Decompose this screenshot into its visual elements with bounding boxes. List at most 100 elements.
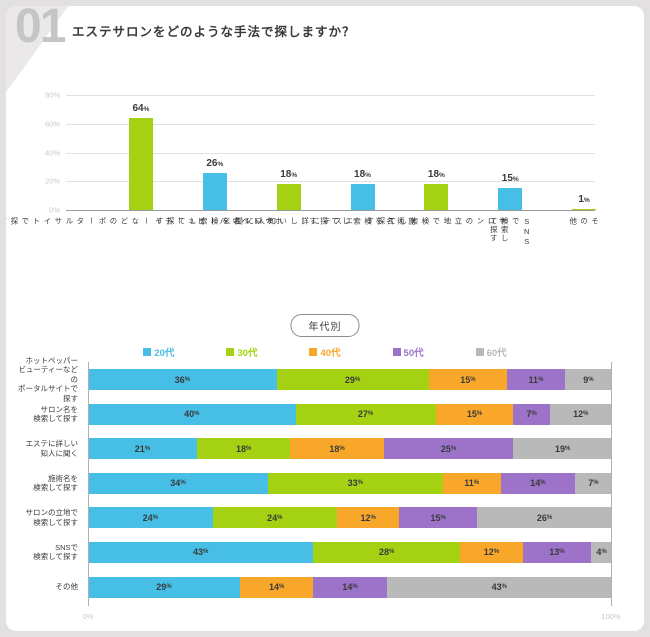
stacked-bar: 24% 24% 12% 15% 26% [88, 507, 612, 529]
x-axis-tick-label: 100% [601, 612, 621, 621]
segment-value-label: 29% [344, 374, 361, 385]
stacked-segment: 36% [88, 369, 277, 390]
x-axis-tick-label: 0% [82, 612, 94, 621]
bar-slot: 26% サロン名を 検索して探す [155, 95, 274, 226]
legend-item: 50代 [392, 345, 424, 359]
stacked-segment: 24% [212, 507, 337, 529]
row-label: サロンの立地で 検索して探す [25, 508, 79, 527]
age-group-legend: 20代 30代 40代 50代 60代 [6, 345, 644, 359]
segment-value-label: 14% [268, 582, 285, 593]
bar [498, 188, 523, 210]
segment-value-label: 43% [192, 547, 209, 558]
stacked-row: ホットペッパー ビューティーなどの ポータルサイトで探す 36% 29% 15% 11%… [12, 356, 612, 403]
legend-item: 30代 [226, 345, 257, 359]
stacked-row: SNSで 検索して探す 43% 28% 12% 13% 4% [12, 541, 612, 563]
bar-value-label: 18% [427, 169, 445, 181]
bar-slot: 64% ホットペッパー ビューティーなどの ポータルサイトで探す [6, 95, 283, 226]
bar-slot: 18% サロンの立地で 検索して探す [366, 95, 507, 225]
bar-slot: 1% その他 [547, 95, 621, 226]
bar-category-label: エステに詳しい 知人に聞く [223, 217, 354, 226]
legend-label: 60代 [486, 348, 507, 359]
stacked-segment: 29% [276, 369, 429, 390]
stacked-segment: 26% [477, 507, 612, 529]
segment-value-label: 18% [235, 443, 252, 454]
segment-value-label: 11% [528, 374, 544, 385]
stacked-segment: 27% [295, 403, 436, 425]
segment-value-label: 24% [142, 512, 158, 523]
row-label: サロン名を 検索して探す [33, 404, 78, 424]
vertical-bar-chart: 80% 60% 40% 20% 0% 64% ホットペッパー ビューティーなどの ポータルサ… [6, 89, 600, 324]
stacked-row: サロン名を 検索して探す 40% 27% 15% 7% 12% [12, 403, 612, 425]
row-label: SNSで 検索して探す [33, 542, 78, 562]
infographic-card: 01 エステサロンをどのような手法で探しますか？ 80% 60% 40% 20% 0% 6… [6, 6, 644, 631]
legend-label: 40代 [320, 348, 341, 359]
segment-value-label: 36% [174, 374, 190, 385]
bar [202, 172, 227, 210]
legend-swatch [143, 348, 152, 356]
segment-value-label: 24% [267, 512, 283, 523]
bar-value-label: 15% [501, 173, 519, 185]
segment-value-label: 11% [464, 478, 480, 489]
stacked-segment: 14% [239, 576, 314, 598]
segment-value-label: 15% [460, 374, 476, 385]
stacked-segment: 40% [88, 403, 296, 425]
y-axis-tick-label: 80% [44, 90, 60, 100]
segment-value-label: 26% [536, 512, 553, 523]
row-label: その他 [55, 582, 79, 592]
stacked-segment: 12% [337, 507, 400, 529]
axis-line-right [611, 362, 612, 606]
segment-value-label: 40% [184, 409, 200, 420]
gridline [66, 210, 595, 211]
stacked-segment: 33% [267, 472, 443, 494]
stacked-segment: 18% [196, 438, 291, 460]
gridline [66, 181, 595, 183]
stacked-segment: 24% [88, 507, 213, 529]
stacked-segment: 12% [460, 541, 523, 563]
segment-value-label: 25% [440, 443, 457, 454]
bar-value-label: 1% [578, 193, 590, 205]
legend-item: 40代 [309, 345, 341, 359]
bar-value-label: 18% [280, 169, 298, 181]
bar-slot: 15% SNSで 検索して探す [473, 95, 547, 247]
gridline [66, 152, 595, 154]
stacked-row: その他 29% 14% 14% 43% [12, 576, 612, 598]
segment-value-label: 12% [573, 409, 589, 420]
legend-swatch [392, 348, 401, 356]
stacked-row: エステに詳しい 知人に聞く 21% 18% 18% 25% 19% [12, 438, 612, 460]
stacked-segment: 34% [88, 472, 268, 494]
stacked-segment: 18% [290, 438, 384, 460]
segment-value-label: 4% [596, 547, 607, 558]
bar-slot: 18% エステに詳しい 知人に聞く [224, 95, 354, 225]
y-axis-tick-label: 20% [44, 176, 60, 186]
segment-value-label: 12% [360, 512, 376, 523]
legend-swatch [475, 348, 484, 356]
legend-item: 60代 [475, 345, 507, 359]
stacked-bar-chart: ホットペッパー ビューティーなどの ポータルサイトで探す 36% 29% 15% 11%… [12, 356, 621, 621]
stacked-segment: 11% [442, 472, 501, 494]
bar [350, 184, 375, 210]
segment-value-label: 21% [134, 443, 151, 454]
legend-label: 20代 [154, 348, 175, 359]
y-axis-tick-label: 0% [49, 205, 60, 215]
bar-value-label: 18% [354, 169, 371, 181]
bars-row: 64% ホットペッパー ビューティーなどの ポータルサイトで探す 26% サロン名を … [6, 95, 621, 247]
bar-category-label: その他 [568, 217, 600, 226]
segment-value-label: 12% [483, 547, 500, 558]
age-group-badge: 年代別 [290, 314, 360, 337]
segment-value-label: 34% [170, 478, 186, 489]
stacked-bar: 34% 33% 11% 14% 7% [88, 472, 612, 494]
segment-value-label: 18% [329, 443, 345, 454]
legend-swatch [309, 348, 318, 356]
legend-label: 30代 [237, 348, 258, 359]
page-number: 01 [15, 6, 66, 53]
stacked-segment: 29% [88, 576, 240, 598]
segment-value-label: 13% [549, 547, 565, 558]
bar-value-label: 64% [132, 103, 150, 114]
segment-value-label: 15% [430, 512, 446, 523]
stacked-segment: 11% [507, 369, 565, 390]
y-axis-tick-label: 40% [44, 148, 60, 157]
segment-value-label: 19% [554, 443, 571, 454]
stacked-row: サロンの立地で 検索して探す 24% 24% 12% 15% 26% [12, 507, 612, 529]
legend-swatch [226, 348, 235, 356]
